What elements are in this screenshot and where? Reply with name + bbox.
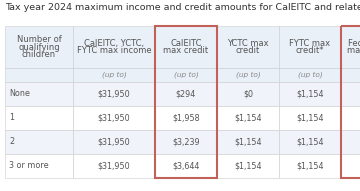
Bar: [73, 130, 155, 154]
Bar: [279, 82, 341, 106]
Text: $3,239: $3,239: [172, 138, 200, 146]
Text: None: None: [9, 90, 30, 99]
Text: YCTC max: YCTC max: [227, 39, 269, 48]
Bar: [5, 106, 73, 130]
Text: $1,154: $1,154: [296, 162, 324, 171]
Text: FYTC max income: FYTC max income: [77, 46, 151, 55]
Text: $1,154: $1,154: [296, 90, 324, 99]
Bar: [341, 106, 360, 130]
Bar: [5, 26, 73, 68]
Text: FYTC max: FYTC max: [289, 39, 330, 48]
Text: CalEITC, YCTC,: CalEITC, YCTC,: [84, 39, 144, 48]
Bar: [155, 106, 217, 130]
Text: 1: 1: [9, 113, 14, 122]
Text: children: children: [22, 50, 56, 59]
Text: Tax year 2024 maximum income and credit amounts for CalEITC and related tax cred: Tax year 2024 maximum income and credit …: [5, 3, 360, 12]
Bar: [5, 130, 73, 154]
Text: 2: 2: [9, 138, 14, 146]
Bar: [341, 26, 360, 68]
Bar: [155, 26, 217, 68]
Bar: [155, 26, 217, 178]
Bar: [341, 82, 360, 106]
Text: $1,154: $1,154: [234, 113, 262, 122]
Text: credit: credit: [236, 46, 260, 55]
Bar: [155, 82, 217, 106]
Text: credit*: credit*: [296, 46, 324, 55]
Text: $31,950: $31,950: [98, 90, 130, 99]
Bar: [5, 68, 73, 82]
Bar: [217, 82, 279, 106]
Bar: [73, 106, 155, 130]
Text: $1,154: $1,154: [296, 113, 324, 122]
Text: max credit: max credit: [163, 46, 208, 55]
Bar: [5, 82, 73, 106]
Bar: [279, 130, 341, 154]
Text: 3 or more: 3 or more: [9, 162, 49, 171]
Bar: [279, 154, 341, 178]
Text: max credit**: max credit**: [347, 46, 360, 55]
Text: $31,950: $31,950: [98, 113, 130, 122]
Text: CalEITC: CalEITC: [170, 39, 202, 48]
Text: $31,950: $31,950: [98, 162, 130, 171]
Text: $3,644: $3,644: [172, 162, 200, 171]
Bar: [73, 68, 155, 82]
Text: $0: $0: [243, 90, 253, 99]
Bar: [155, 68, 217, 82]
Text: qualifying: qualifying: [18, 43, 60, 52]
Bar: [73, 82, 155, 106]
Bar: [217, 154, 279, 178]
Bar: [279, 26, 341, 68]
Bar: [73, 154, 155, 178]
Bar: [341, 26, 360, 178]
Text: Federal EITC: Federal EITC: [347, 39, 360, 48]
Bar: [341, 68, 360, 82]
Text: $294: $294: [176, 90, 196, 99]
Bar: [341, 154, 360, 178]
Text: $31,950: $31,950: [98, 138, 130, 146]
Bar: [155, 130, 217, 154]
Text: Number of: Number of: [17, 35, 61, 44]
Bar: [279, 106, 341, 130]
Bar: [279, 68, 341, 82]
Bar: [217, 106, 279, 130]
Bar: [217, 26, 279, 68]
Bar: [217, 68, 279, 82]
Text: $1,958: $1,958: [172, 113, 200, 122]
Text: $1,154: $1,154: [234, 138, 262, 146]
Text: (up to): (up to): [102, 72, 126, 78]
Bar: [341, 130, 360, 154]
Bar: [73, 26, 155, 68]
Text: (up to): (up to): [298, 72, 322, 78]
Text: $1,154: $1,154: [296, 138, 324, 146]
Text: $1,154: $1,154: [234, 162, 262, 171]
Text: (up to): (up to): [236, 72, 260, 78]
Bar: [155, 154, 217, 178]
Bar: [217, 130, 279, 154]
Bar: [5, 154, 73, 178]
Text: (up to): (up to): [174, 72, 198, 78]
